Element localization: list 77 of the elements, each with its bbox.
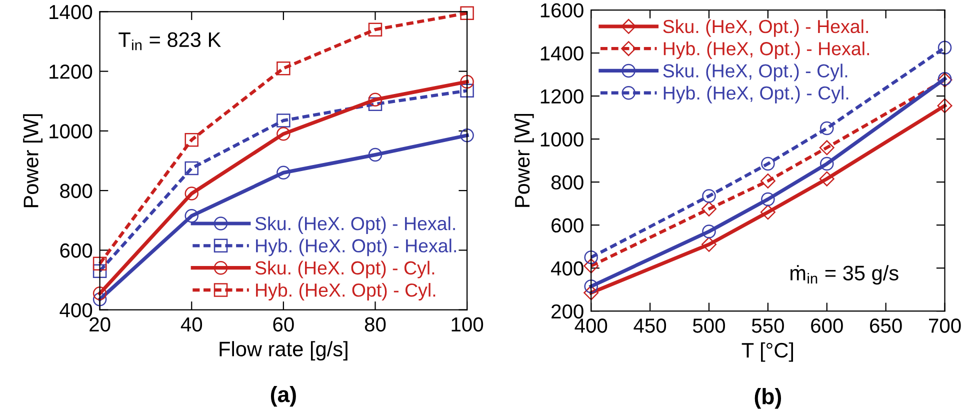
point	[368, 92, 382, 107]
point	[937, 98, 952, 114]
text: (b)	[754, 388, 782, 409]
x-tick-label: 700	[929, 318, 961, 333]
point	[276, 114, 290, 128]
y-tick-label: 800	[60, 184, 92, 198]
point	[92, 292, 107, 306]
point	[584, 285, 599, 300]
x-tick-label: 40	[180, 317, 202, 332]
legend-label: Hyb. (HeX, Opt.) - Hexal.	[664, 42, 870, 60]
y-tick-label: 400	[60, 303, 92, 318]
y-tick-label: 200	[552, 304, 584, 319]
point	[820, 156, 834, 171]
y-axis-title: Power [W]	[23, 114, 43, 208]
point	[368, 22, 382, 36]
text: (a)	[270, 386, 296, 407]
y-tick-label: 600	[60, 243, 92, 258]
point	[460, 128, 474, 142]
point	[761, 192, 775, 206]
annotation: T$_{in}$ = 823 K	[118, 32, 221, 50]
x-tick-label: 500	[692, 318, 725, 333]
x-tick-label: 100	[452, 317, 484, 332]
point	[938, 40, 952, 55]
y-tick-label: 1000	[50, 124, 92, 138]
point	[92, 256, 107, 270]
point	[460, 74, 474, 89]
point	[760, 204, 776, 220]
point	[184, 186, 198, 200]
legend-label: Sku. (HeX, Opt.) - Hexal.	[663, 19, 868, 37]
point	[701, 236, 716, 252]
point	[761, 156, 775, 171]
x-tick-label: 600	[811, 318, 843, 333]
x-tick-label: 80	[364, 317, 386, 332]
point	[584, 279, 598, 294]
x-tick-label: 400	[574, 318, 608, 333]
y-tick-label: 1200	[540, 89, 584, 104]
y-tick-label: 400	[551, 261, 584, 276]
x-tick-label: 550	[752, 318, 784, 333]
y-tick-label: 1400	[50, 4, 92, 20]
point	[184, 209, 198, 223]
x-axis-title: Flow rate [g/s]	[220, 341, 348, 361]
point	[184, 161, 198, 176]
point	[819, 171, 834, 186]
point	[820, 121, 834, 136]
point	[701, 201, 716, 216]
point	[584, 250, 598, 264]
point	[368, 148, 382, 162]
point	[760, 173, 776, 188]
point	[584, 258, 599, 274]
point	[819, 140, 834, 156]
y-tick-label: 1000	[540, 132, 584, 147]
y-tick-label: 800	[551, 175, 584, 190]
y-axis-title: Power [W]	[514, 114, 534, 207]
legend-label: Hyb. (HeX, Opt.) - Cyl.	[664, 86, 848, 104]
legend-label: Hyb. (HeX. Opt) - Hexal.	[256, 238, 456, 256]
point	[184, 133, 198, 147]
y-tick-label: 600	[552, 218, 584, 233]
annotation: ṁ$_{in}$ = 35 g/s	[790, 265, 898, 285]
legend-label: Hyb. (HeX. Opt) - Cyl.	[256, 282, 436, 300]
point	[702, 189, 716, 203]
x-tick-label: 650	[870, 318, 902, 333]
point	[460, 84, 474, 98]
y-tick-label: 1600	[540, 3, 584, 18]
point	[702, 224, 716, 238]
x-tick-label: 20	[90, 317, 110, 332]
legend-label: Sku. (HeX, Opt.) - Cyl.	[663, 64, 848, 82]
x-axis-title: T [°C]	[742, 342, 793, 362]
legend-label: Sku. (HeX. Opt) - Hexal.	[255, 216, 455, 234]
point	[92, 286, 107, 300]
y-tick-label: 1200	[50, 64, 92, 79]
y-tick-label: 1400	[540, 46, 584, 61]
x-tick-label: 60	[273, 317, 294, 332]
point	[276, 127, 290, 141]
legend-label: Sku. (HeX. Opt) - Cyl.	[255, 260, 434, 278]
x-tick-label: 450	[634, 318, 666, 333]
point	[276, 61, 290, 76]
point	[276, 166, 290, 180]
